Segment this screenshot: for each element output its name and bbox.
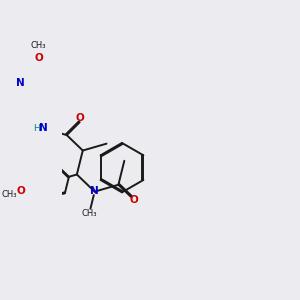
Text: H: H bbox=[34, 124, 40, 133]
Text: N: N bbox=[16, 78, 25, 88]
Text: CH₃: CH₃ bbox=[81, 209, 97, 218]
Text: N: N bbox=[90, 186, 99, 196]
Text: O: O bbox=[34, 53, 43, 63]
Text: CH₃: CH₃ bbox=[31, 41, 46, 50]
Text: O: O bbox=[75, 113, 84, 123]
Text: O: O bbox=[130, 195, 139, 205]
Text: CH₃: CH₃ bbox=[1, 190, 16, 199]
Text: O: O bbox=[17, 185, 26, 196]
Text: N: N bbox=[39, 123, 48, 133]
